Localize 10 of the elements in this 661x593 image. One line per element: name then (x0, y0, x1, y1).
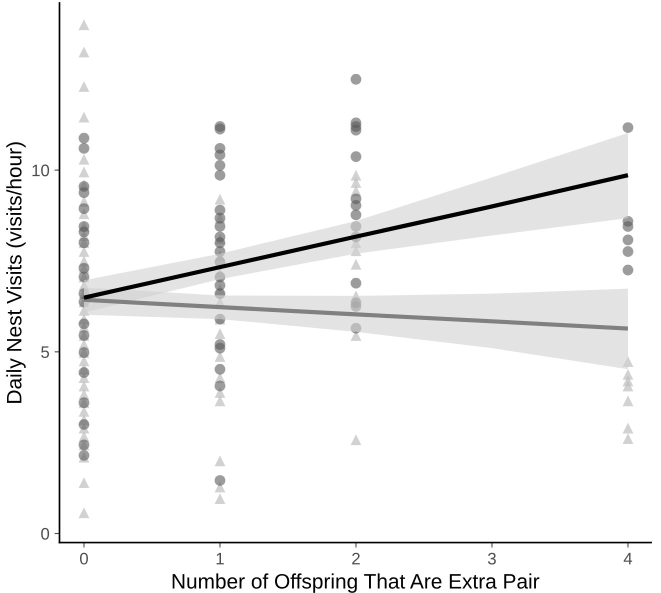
x-tick-label: 2 (352, 552, 360, 564)
x-tick-label: 0 (80, 552, 88, 565)
y-tick-label: 0 (41, 528, 50, 540)
x-axis-title: Number of Offspring That Are Extra Pair (172, 573, 540, 593)
y-tick-label: 10 (32, 164, 50, 176)
x-tick-label: 1 (216, 552, 224, 564)
y-tick-label: 5 (41, 346, 50, 358)
x-tick-label: 3 (488, 552, 496, 565)
y-axis-title: Daily Nest Visits (visits/hour) (6, 142, 26, 403)
x-tick-label: 4 (624, 552, 632, 564)
